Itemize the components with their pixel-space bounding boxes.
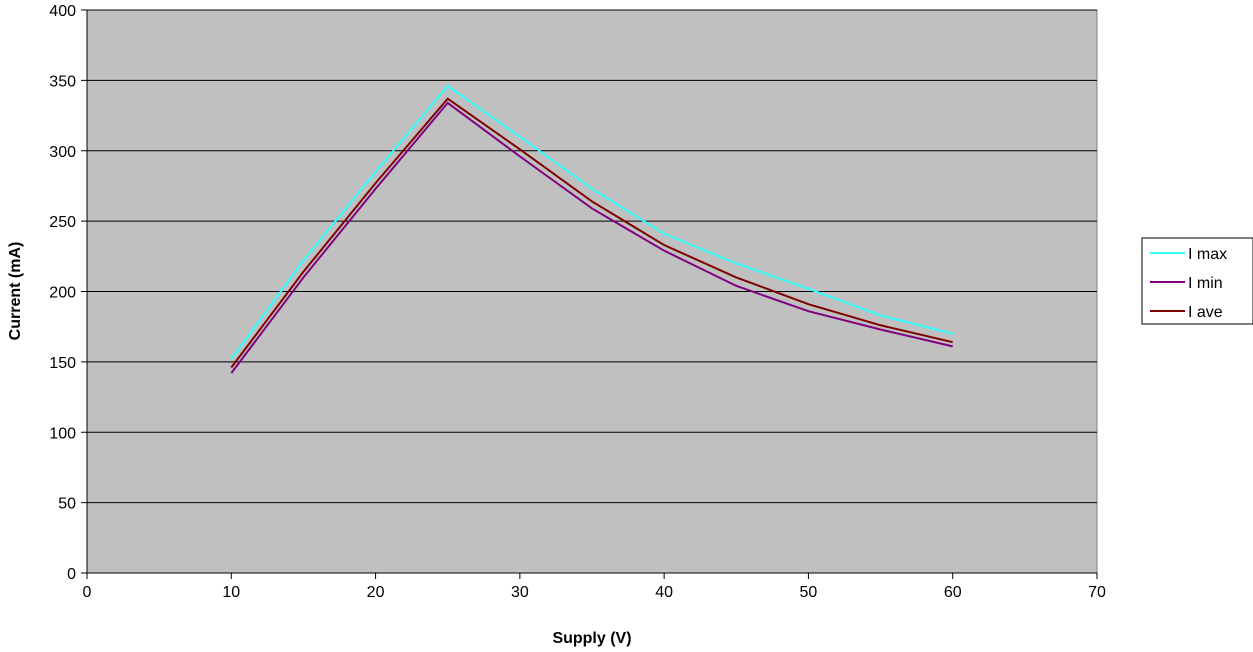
x-axis-title: Supply (V): [552, 630, 631, 647]
y-tick-label: 200: [49, 285, 76, 302]
legend-label: I min: [1188, 275, 1223, 292]
x-tick-label: 20: [367, 584, 385, 601]
series-lines: [230, 84, 953, 374]
gridlines: [87, 9, 1097, 504]
legend-items: I max I min I ave: [1150, 246, 1227, 321]
y-tick-label: 150: [49, 355, 76, 372]
x-tick-label: 50: [800, 584, 818, 601]
series-line-i-max: [230, 84, 953, 360]
y-tick-labels: 0 50 100 150 200 250 300 350 400: [49, 3, 76, 583]
x-tick-label: 70: [1088, 584, 1106, 601]
y-tick-label: 100: [49, 425, 76, 442]
x-tick-label: 40: [655, 584, 673, 601]
x-tick-label: 10: [222, 584, 240, 601]
series-line-i-ave: [230, 97, 953, 369]
y-tick-label: 300: [49, 144, 76, 161]
y-tick-label: 250: [49, 214, 76, 231]
y-tick-label: 50: [58, 496, 76, 513]
legend-label: I ave: [1188, 304, 1223, 321]
y-tick-label: 350: [49, 73, 76, 90]
legend: I max I min I ave: [1141, 237, 1253, 325]
y-tick-label: 400: [49, 3, 76, 20]
x-tick-label: 30: [511, 584, 529, 601]
legend-label: I max: [1188, 246, 1227, 263]
x-tick-label: 0: [83, 584, 92, 601]
y-axis-title: Current (mA): [7, 242, 24, 341]
axes: [81, 9, 1098, 579]
x-tick-label: 60: [944, 584, 962, 601]
series-line-i-min: [230, 101, 953, 374]
x-tick-labels: 0 10 20 30 40 50 60 70: [83, 584, 1106, 601]
y-tick-label: 0: [67, 566, 76, 583]
